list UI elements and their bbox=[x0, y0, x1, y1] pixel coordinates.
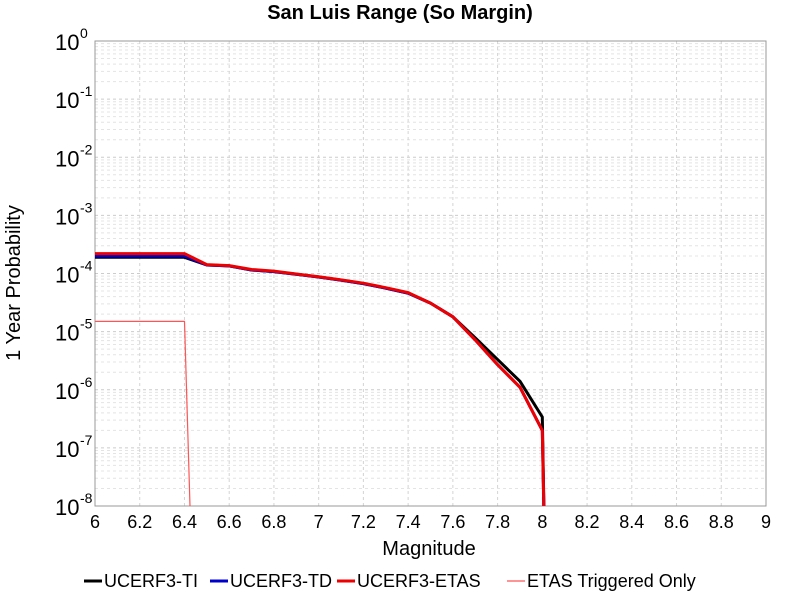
x-axis-label: Magnitude bbox=[382, 538, 475, 560]
series-line bbox=[95, 255, 546, 506]
y-tick-label: 10 -2 bbox=[55, 141, 93, 171]
y-tick-label: 10 -6 bbox=[55, 374, 93, 404]
series-line bbox=[95, 252, 546, 506]
y-tick-label: 10 -7 bbox=[55, 432, 93, 462]
legend-label: UCERF3-TD bbox=[230, 571, 332, 591]
y-tick-exponent: -5 bbox=[80, 316, 93, 332]
x-tick-label: 6.2 bbox=[127, 512, 152, 532]
x-axis-ticks: 6 6.2 6.4 6.6 6.8 7 7.2 7.4 7.6 7.8 8 8.2 8.4 8.6 8.8 9 bbox=[90, 512, 771, 532]
x-tick-label: 7.6 bbox=[440, 512, 465, 532]
x-tick-label: 7.2 bbox=[351, 512, 376, 532]
x-tick-label: 7 bbox=[314, 512, 324, 532]
chart-title: San Luis Range (So Margin) bbox=[267, 2, 533, 24]
x-tick-label: 6.8 bbox=[261, 512, 286, 532]
y-tick-exponent: -2 bbox=[80, 141, 93, 157]
y-tick-base: 10 bbox=[55, 88, 79, 113]
y-tick-base: 10 bbox=[55, 146, 79, 171]
plot-area bbox=[94, 40, 767, 507]
legend-label: ETAS Triggered Only bbox=[527, 571, 696, 591]
y-tick-exponent: -7 bbox=[80, 432, 93, 448]
series-line bbox=[95, 320, 191, 506]
y-tick-base: 10 bbox=[55, 30, 79, 55]
y-tick-base: 10 bbox=[55, 379, 79, 404]
x-tick-label: 6.6 bbox=[217, 512, 242, 532]
legend-label: UCERF3-ETAS bbox=[357, 571, 481, 591]
y-tick-exponent: -6 bbox=[80, 374, 93, 390]
y-tick-exponent: -8 bbox=[80, 490, 93, 506]
x-tick-label: 6 bbox=[90, 512, 100, 532]
plot-grid bbox=[94, 40, 767, 507]
x-tick-label: 6.4 bbox=[172, 512, 197, 532]
y-tick-exponent: -3 bbox=[80, 199, 93, 215]
y-tick-base: 10 bbox=[55, 495, 79, 520]
x-tick-label: 8.8 bbox=[709, 512, 734, 532]
y-tick-base: 10 bbox=[55, 263, 79, 288]
y-tick-exponent: -1 bbox=[80, 83, 93, 99]
series-line bbox=[95, 254, 546, 506]
x-tick-label: 8.4 bbox=[619, 512, 644, 532]
y-tick-exponent: 0 bbox=[80, 25, 88, 41]
series-layer bbox=[95, 252, 546, 506]
x-tick-label: 9 bbox=[761, 512, 771, 532]
y-axis-label: 1 Year Probability bbox=[3, 205, 25, 361]
y-tick-base: 10 bbox=[55, 204, 79, 229]
x-tick-label: 8 bbox=[537, 512, 547, 532]
x-tick-label: 8.6 bbox=[664, 512, 689, 532]
y-tick-base: 10 bbox=[55, 321, 79, 346]
y-tick-label: 10 -3 bbox=[55, 199, 93, 229]
x-tick-label: 8.2 bbox=[575, 512, 600, 532]
y-tick-label: 10 -5 bbox=[55, 316, 93, 346]
y-tick-base: 10 bbox=[55, 437, 79, 462]
y-tick-label: 10 -4 bbox=[55, 258, 93, 288]
x-tick-label: 7.4 bbox=[396, 512, 421, 532]
x-tick-label: 7.8 bbox=[485, 512, 510, 532]
y-tick-label: 10 -8 bbox=[55, 490, 93, 520]
y-tick-label: 10 0 bbox=[55, 25, 88, 55]
y-tick-exponent: -4 bbox=[80, 258, 93, 274]
legend-label: UCERF3-TI bbox=[104, 571, 198, 591]
y-tick-label: 10 -1 bbox=[55, 83, 93, 113]
legend: UCERF3-TI UCERF3-TD UCERF3-ETAS ETAS Trigge… bbox=[84, 571, 696, 591]
